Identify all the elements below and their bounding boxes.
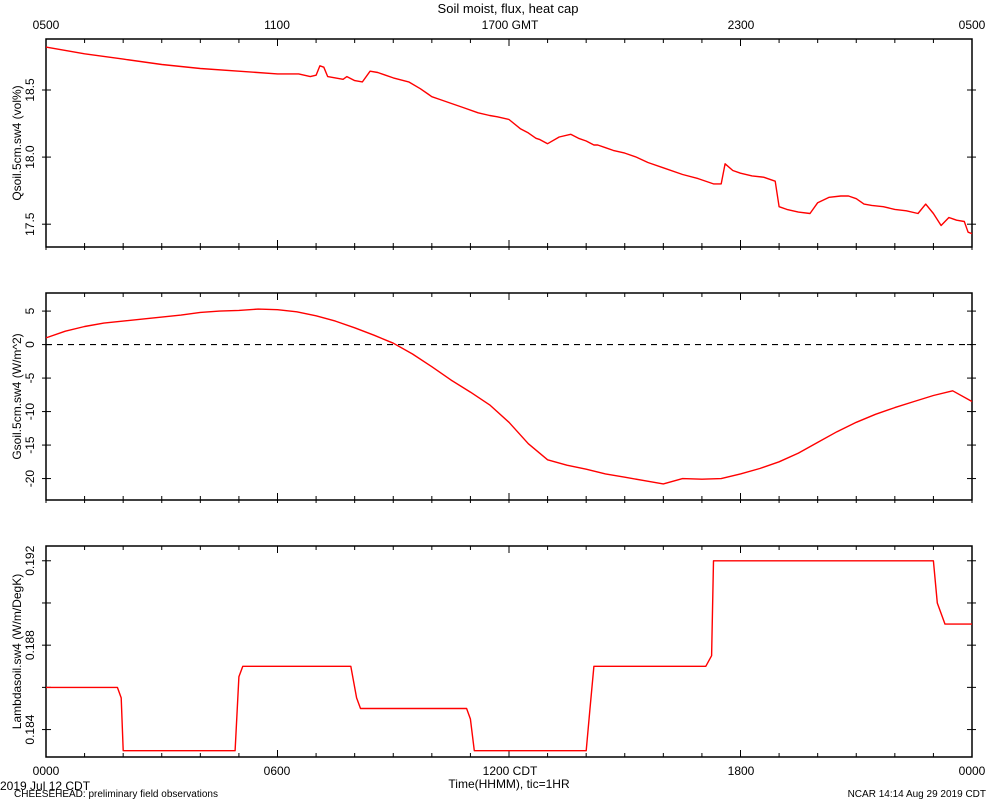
- y-tick-label: 18.5: [23, 78, 37, 102]
- y-axis-label: Lambdasoil.sw4 (W/m/DegK): [10, 574, 24, 729]
- y-tick-label: 0: [23, 341, 37, 348]
- bottom-tick-label: 0000: [959, 764, 986, 778]
- y-tick-label: -10: [23, 403, 37, 421]
- y-tick-label: -20: [23, 470, 37, 488]
- chart-panel-2: -20 -15 -10 -5 0 5 Gsoil.5cm.sw4 (W/m^2): [10, 292, 976, 503]
- y-tick-label: 17.5: [23, 212, 37, 236]
- chart-title: Soil moist, flux, heat cap: [438, 1, 579, 16]
- top-tick-label: 0500: [33, 18, 60, 32]
- y-tick-label: -5: [23, 372, 37, 383]
- series-line: [46, 560, 972, 752]
- bottom-tick-label: 0000: [33, 764, 60, 778]
- date-label: 2019 Jul 12 CDT: [0, 779, 91, 793]
- top-tick-label: 0500: [959, 18, 986, 32]
- top-tick-label: 2300: [728, 18, 755, 32]
- series-line: [45, 46, 973, 235]
- y-tick-label: 0.184: [23, 714, 37, 744]
- top-tick-label: 1100: [264, 18, 290, 32]
- y-tick-label: 18.0: [23, 145, 37, 169]
- y-axis-label: Gsoil.5cm.sw4 (W/m^2): [10, 333, 24, 459]
- y-tick-label: 5: [23, 307, 37, 314]
- bottom-tick-label: 1200 CDT: [483, 764, 538, 778]
- footer-timestamp: NCAR 14:14 Aug 29 2019 CDT: [847, 789, 986, 800]
- bottom-tick-label: 0600: [264, 764, 291, 778]
- y-tick-label: 0.188: [23, 630, 37, 660]
- bottom-tick-label: 1800: [728, 764, 755, 778]
- plot-frame: [45, 38, 973, 248]
- y-tick-label: 0.192: [23, 545, 37, 575]
- x-axis-label: Time(HHMM), tic=1HR: [448, 777, 570, 791]
- y-axis-label: Qsoil.5cm.sw4 (vol%): [10, 85, 24, 200]
- top-tick-label: 1700 GMT: [482, 18, 539, 32]
- plot-frame: [45, 292, 973, 501]
- series-line: [45, 308, 973, 485]
- bottom-axis-tick-labels: 0000 0600 1200 CDT 1800 0000: [33, 764, 986, 778]
- top-axis-tick-labels: 0500 1100 1700 GMT 2300 0500: [33, 18, 986, 32]
- plot-frame: [45, 545, 973, 758]
- footer-source-note: CHEESEHEAD: preliminary field observatio…: [14, 789, 218, 800]
- y-tick-label: -15: [23, 436, 37, 454]
